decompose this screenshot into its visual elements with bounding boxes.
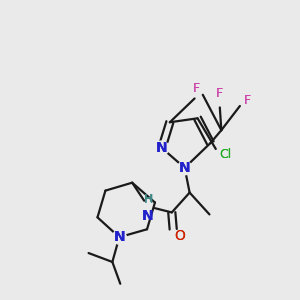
Text: N: N [179,161,190,175]
Text: F: F [192,82,200,95]
Text: H: H [143,194,153,206]
Text: N: N [142,209,154,224]
Text: F: F [216,88,223,100]
Circle shape [112,230,126,244]
Text: H: H [144,194,152,205]
Text: F: F [192,82,200,95]
Text: F: F [244,94,251,107]
Circle shape [168,230,180,242]
Text: N: N [142,209,154,224]
Text: H: H [144,194,152,205]
Text: F: F [244,94,251,107]
Circle shape [155,141,169,155]
Text: F: F [216,88,223,100]
Circle shape [239,95,249,105]
Text: H: H [143,194,153,206]
Circle shape [195,84,205,94]
Text: O: O [174,229,185,243]
Text: N: N [156,141,168,155]
Text: N: N [113,230,125,244]
Text: N: N [156,141,168,155]
Circle shape [214,95,224,105]
Text: Cl: Cl [219,148,232,161]
Text: N: N [113,230,125,244]
Bar [218,149,235,161]
Text: O: O [174,229,185,243]
Circle shape [178,161,192,175]
Text: N: N [179,161,190,175]
Text: Cl: Cl [219,148,232,161]
